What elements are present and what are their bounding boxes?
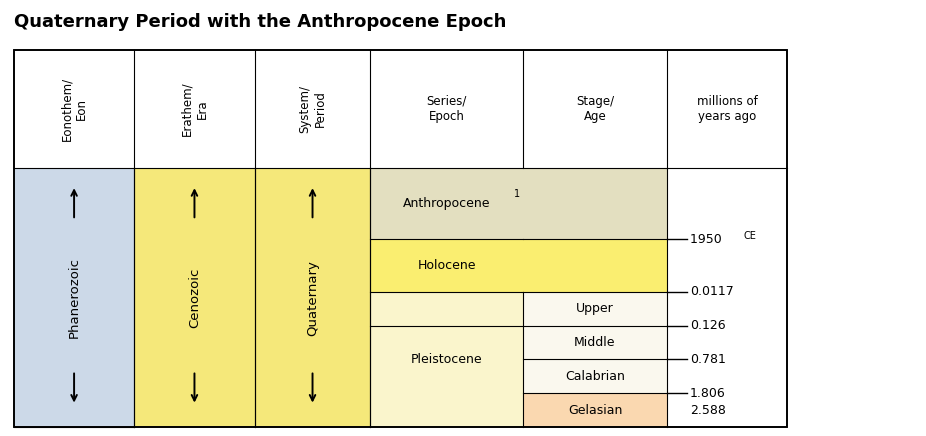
Text: Erathem/
Era: Erathem/ Era	[181, 82, 208, 136]
Text: Quaternary Period with the Anthropocene Epoch: Quaternary Period with the Anthropocene …	[14, 13, 507, 31]
Text: Phanerozoic: Phanerozoic	[68, 257, 81, 338]
Bar	[667, 168, 787, 427]
Text: Stage/
Age: Stage/ Age	[576, 95, 614, 123]
Text: Middle: Middle	[574, 336, 616, 349]
Bar	[134, 168, 255, 427]
Text: 1.806: 1.806	[690, 387, 726, 400]
Text: 0.0117: 0.0117	[690, 285, 733, 298]
Bar	[523, 326, 667, 359]
Bar	[370, 239, 523, 292]
Text: 2.588: 2.588	[690, 404, 726, 417]
Text: Quaternary: Quaternary	[306, 259, 319, 336]
Text: Anthropocene: Anthropocene	[403, 197, 491, 210]
Text: Pleistocene: Pleistocene	[411, 353, 482, 366]
Text: Upper: Upper	[576, 302, 614, 315]
Text: 1: 1	[513, 189, 519, 199]
Bar	[14, 50, 787, 427]
Text: Calabrian: Calabrian	[565, 370, 625, 383]
Bar	[523, 359, 667, 393]
Text: Series/
Epoch: Series/ Epoch	[427, 95, 467, 123]
Text: 1950: 1950	[690, 232, 726, 245]
Bar	[370, 292, 523, 427]
Bar	[14, 168, 134, 427]
Bar	[523, 239, 667, 292]
Text: Cenozoic: Cenozoic	[188, 267, 201, 328]
Bar	[523, 168, 667, 239]
Bar	[523, 393, 667, 427]
Text: Gelasian: Gelasian	[568, 404, 622, 417]
Bar	[523, 292, 667, 326]
Text: 0.126: 0.126	[690, 319, 725, 332]
Text: Eonothem/
Eon: Eonothem/ Eon	[60, 77, 88, 141]
Bar	[14, 50, 787, 168]
Text: Holocene: Holocene	[418, 259, 476, 272]
Bar	[14, 50, 787, 427]
Text: CE: CE	[744, 231, 757, 241]
Text: millions of
years ago: millions of years ago	[696, 95, 757, 123]
Text: System/
Period: System/ Period	[298, 85, 327, 133]
Bar	[255, 168, 370, 427]
Text: 0.781: 0.781	[690, 353, 726, 366]
Bar	[370, 168, 523, 239]
